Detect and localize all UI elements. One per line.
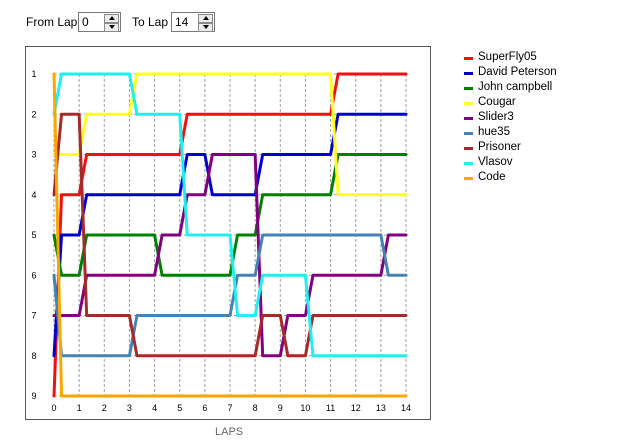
y-tick-label: 8 [31,351,36,361]
x-tick-label: 13 [376,403,386,413]
from-lap-spin-buttons [104,14,119,32]
to-lap-label: To Lap [132,15,169,29]
arrow-up-icon [203,16,209,20]
from-lap-spinner[interactable]: 0 [78,12,121,32]
legend-label: Vlasov [478,156,513,168]
legend-swatch [464,177,473,180]
from-lap-label: From Lap [26,15,78,29]
x-tick-label: 5 [177,403,182,413]
to-lap-decrement-button[interactable] [198,23,213,32]
chart-frame: 0 1 2 3 4 5 6 7 8 9 10 11 12 13 14 1 2 3 4 5 6 7 8 9 [25,46,431,420]
legend-label: Prisoner [478,141,521,153]
legend-swatch [464,147,473,150]
legend-label: SuperFly05 [478,51,537,63]
series-line-code [52,72,408,398]
series-line-hue35 [52,233,408,358]
to-lap-increment-button[interactable] [198,14,213,23]
from-lap-decrement-button[interactable] [104,23,119,32]
y-tick-label: 9 [31,391,36,401]
y-tick-label: 2 [31,109,36,119]
series-line-superfly05 [52,72,408,398]
legend-swatch [464,72,473,75]
x-tick-label: 9 [278,403,283,413]
series-line-vlasov [52,72,408,358]
legend-label: Code [478,171,506,183]
y-tick-label: 7 [31,311,36,321]
x-tick-label: 7 [227,403,232,413]
to-lap-spin-buttons [198,14,213,32]
series-line-prisoner [52,112,408,358]
legend-swatch [464,102,473,105]
legend-label: hue35 [478,126,510,138]
legend-swatch [464,132,473,135]
x-tick-label: 0 [51,403,56,413]
legend-label: David Peterson [478,66,557,78]
legend-label: Cougar [478,96,516,108]
legend-swatch [464,162,473,165]
arrow-up-icon [109,16,115,20]
y-tick-label: 5 [31,230,36,240]
x-tick-label: 3 [127,403,132,413]
x-tick-label: 8 [253,403,258,413]
series-line-david-peterson [52,112,408,358]
x-tick-label: 10 [300,403,310,413]
legend-label: John campbell [478,81,553,93]
legend-swatch [464,57,473,60]
to-lap-value[interactable]: 14 [175,15,189,29]
arrow-down-icon [203,25,209,29]
x-tick-label: 11 [326,403,335,413]
x-tick-label: 1 [77,403,82,413]
y-tick-label: 1 [31,69,36,79]
x-tick-label: 14 [401,403,411,413]
y-tick-label: 6 [31,270,36,280]
x-tick-label: 12 [351,403,361,413]
legend-label: Slider3 [478,111,514,123]
legend-swatch [464,117,473,120]
from-lap-value[interactable]: 0 [82,15,89,29]
series-line-cougar [52,72,408,197]
x-tick-label: 2 [102,403,107,413]
y-tick-label: 3 [31,150,36,160]
x-axis-label: LAPS [215,426,244,438]
x-tick-label: 4 [152,403,157,413]
series-line-slider3 [52,153,408,358]
x-tick-label: 6 [202,403,207,413]
to-lap-spinner[interactable]: 14 [171,12,215,32]
arrow-down-icon [109,25,115,29]
y-tick-label: 4 [31,190,36,200]
from-lap-increment-button[interactable] [104,14,119,23]
legend-swatch [464,87,473,90]
